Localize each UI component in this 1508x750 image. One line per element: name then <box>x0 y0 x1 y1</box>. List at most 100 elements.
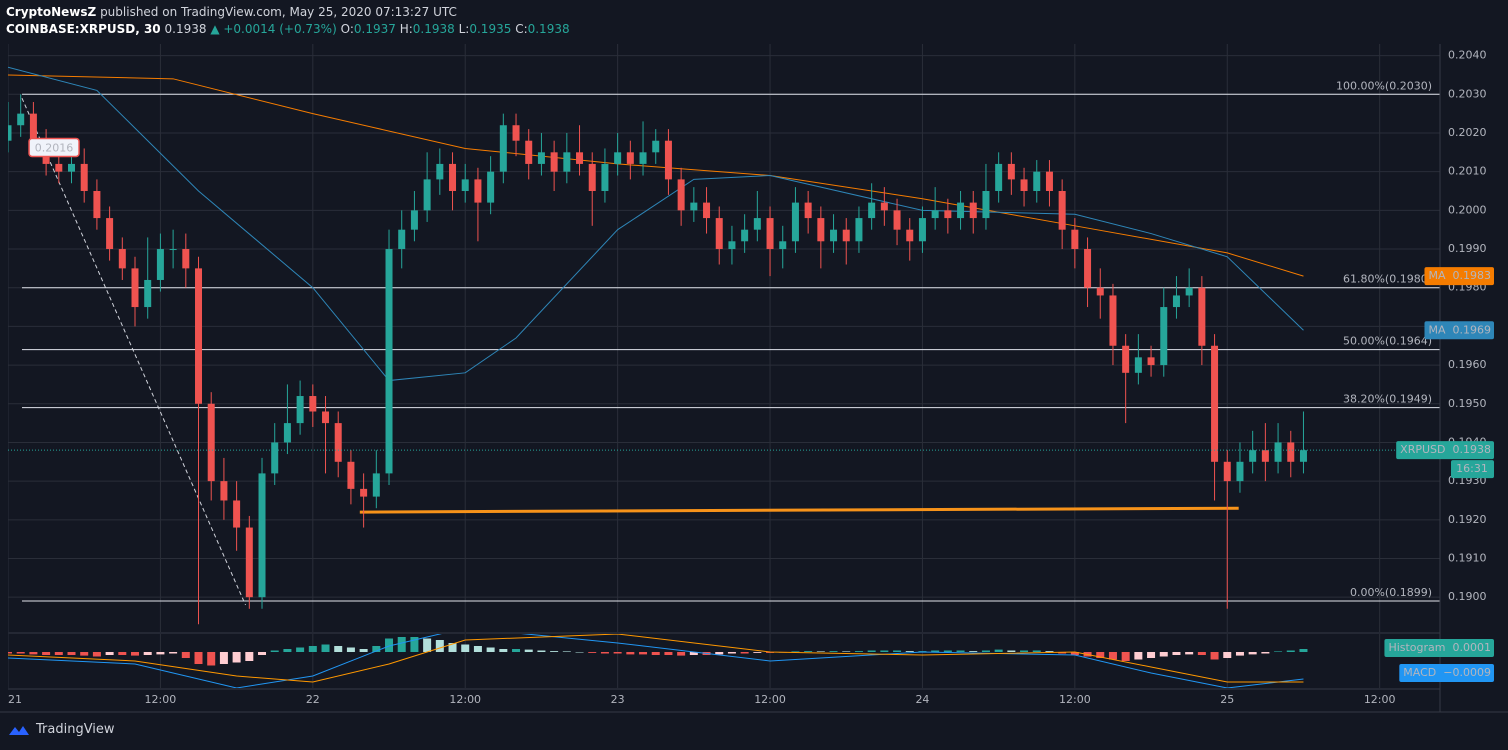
candle-body <box>93 191 101 219</box>
candle-body <box>398 229 406 250</box>
logo <box>9 725 29 735</box>
histogram-bar <box>1235 652 1244 656</box>
c: 0.1938 <box>527 22 570 36</box>
candle-body <box>1122 345 1130 373</box>
y-tick-label: 0.2040 <box>1448 49 1487 62</box>
candle-body <box>576 152 584 164</box>
author: CryptoNewsZ <box>6 5 97 19</box>
histogram-bar <box>29 652 38 655</box>
candle-body <box>703 202 711 219</box>
candle-body <box>487 171 495 203</box>
signal-line <box>8 634 1304 683</box>
candle-body <box>753 218 761 230</box>
candle-body <box>918 218 926 242</box>
x-tick-label: 22 <box>306 693 320 706</box>
histogram-bar <box>880 650 889 652</box>
candle-body <box>1045 171 1053 191</box>
candle-body <box>29 113 37 141</box>
header: CryptoNewsZ published on TradingView.com… <box>6 4 570 38</box>
histogram-bar <box>8 652 12 654</box>
histogram-bar <box>1108 652 1117 660</box>
x-tick-label: 12:00 <box>449 693 481 706</box>
macd-tag-value: −0.0009 <box>1443 666 1491 679</box>
candle-body <box>893 210 901 230</box>
histogram-bar <box>867 650 876 652</box>
histogram-bar <box>905 651 914 652</box>
ma-line <box>8 74 1304 277</box>
y-tick-label: 0.2010 <box>1448 165 1487 178</box>
footer[interactable]: TradingView <box>8 722 115 737</box>
histogram-bar <box>92 652 101 657</box>
o-label: O: <box>340 22 354 36</box>
candle-body <box>1299 450 1307 462</box>
histogram-bar <box>143 652 152 655</box>
histogram-bar <box>131 652 140 656</box>
candle-body <box>931 210 939 219</box>
countdown: 16:31 <box>1456 462 1488 475</box>
candle-body <box>880 202 888 211</box>
histogram-bar <box>1045 651 1054 652</box>
ma-tag-bg <box>1424 321 1494 340</box>
histogram-bar <box>804 651 813 652</box>
candle-body <box>614 152 622 164</box>
histogram-bar <box>448 643 457 652</box>
histogram-bar <box>321 644 330 652</box>
histogram-bar <box>562 651 571 652</box>
histogram-tag: Histogram 0.0001 <box>1384 639 1494 657</box>
candle-body <box>449 163 457 191</box>
histogram-bar <box>639 652 648 655</box>
candle-body <box>322 411 330 424</box>
histogram-bar <box>410 637 419 652</box>
o: 0.1937 <box>353 22 396 36</box>
histogram-bar <box>346 647 355 652</box>
l: 0.1935 <box>469 22 512 36</box>
last: 0.1938 <box>164 22 207 36</box>
fib-label: 100.00%(0.2030) <box>1336 79 1432 92</box>
histogram-bar <box>588 652 597 653</box>
candle-body <box>106 218 114 250</box>
histogram-bar <box>219 652 228 664</box>
callout-box <box>28 137 80 158</box>
symbol-tag-label: XRPUSD <box>1400 443 1445 456</box>
histogram-bar <box>258 652 267 655</box>
y-tick-label: 0.1960 <box>1448 358 1487 371</box>
candle-body <box>474 179 482 203</box>
histogram-bar <box>600 652 609 654</box>
histogram-bar <box>461 644 470 652</box>
candle-body <box>779 241 787 250</box>
histogram-bar <box>423 638 432 652</box>
histogram-bar <box>537 650 546 652</box>
candle-body <box>1058 191 1066 230</box>
histogram-bar <box>969 651 978 652</box>
candle-body <box>855 218 863 242</box>
candle-body <box>283 423 291 443</box>
histogram-bar <box>651 652 660 655</box>
symbol-tag-value: 0.1938 <box>1453 443 1492 456</box>
histogram-bar <box>80 652 89 656</box>
candle-body <box>1261 450 1269 462</box>
ma-tag: MA 0.1983 <box>1424 267 1494 286</box>
candle-body <box>8 125 12 141</box>
candle-body <box>423 179 431 211</box>
x-tick-label: 12:00 <box>1059 693 1091 706</box>
h-label: H: <box>399 22 413 36</box>
candle-body <box>1249 450 1257 462</box>
published: published on TradingView.com, May 25, 20… <box>100 5 457 19</box>
candle-body <box>957 202 965 219</box>
candle-body <box>1020 179 1028 191</box>
candle-body <box>995 163 1003 191</box>
ma-tag: MA 0.1969 <box>1424 321 1494 340</box>
candle-body <box>563 152 571 172</box>
candle-body <box>741 229 749 242</box>
histogram-bar <box>1007 650 1016 652</box>
histogram-bar <box>397 637 406 652</box>
histogram-bar <box>1248 652 1257 655</box>
histogram-bar <box>1274 651 1283 652</box>
candle-body <box>169 249 177 251</box>
histogram-bar <box>1261 652 1270 654</box>
candle-body <box>1287 442 1295 462</box>
ma-tag-label: MA <box>1428 269 1445 282</box>
histogram-bar <box>1070 652 1079 655</box>
